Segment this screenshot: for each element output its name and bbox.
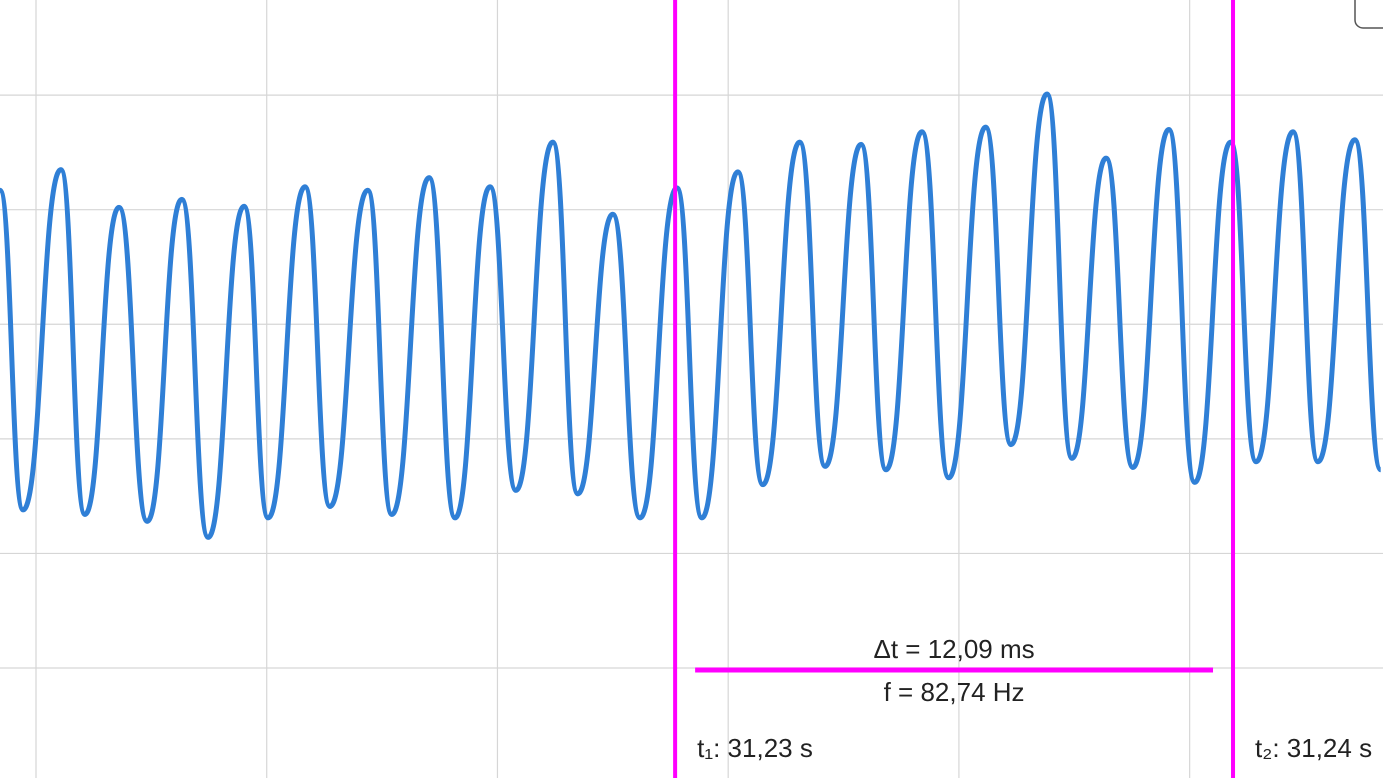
plot (0, 91, 1383, 540)
corner-button[interactable] (1354, 0, 1383, 29)
cursor-label: t₂: 31,24 s (1255, 733, 1372, 763)
signal-line (0, 91, 1383, 540)
delta-label: Δt = 12,09 ms (873, 634, 1034, 664)
frequency-label: f = 82,74 Hz (884, 677, 1025, 707)
cursor-label: t₁: 31,23 s (697, 733, 813, 763)
cursors: t₁: 31,23 s t₂: 31,24 s Δt = 12,09 ms f = 8… (673, 0, 1372, 778)
